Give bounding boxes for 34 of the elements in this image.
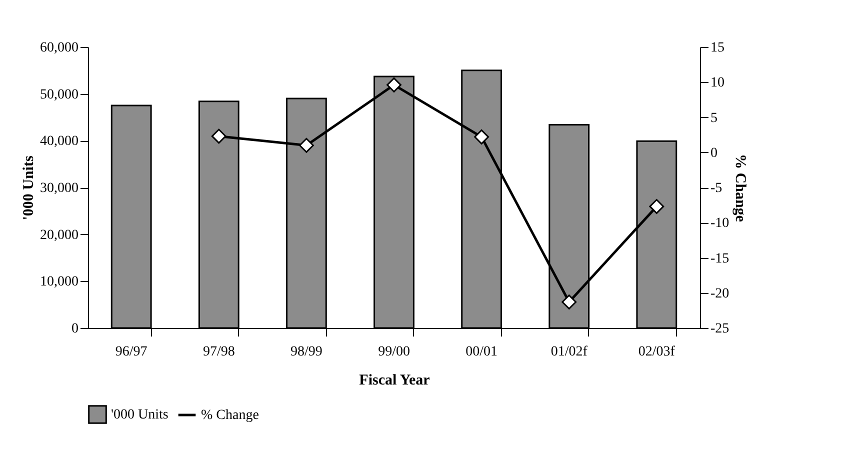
y-axis-title: '000 Units bbox=[21, 156, 37, 220]
legend-label: '000 Units bbox=[111, 408, 168, 422]
y2-tick-label: -20 bbox=[710, 286, 730, 302]
x-tick-label: 98/99 bbox=[290, 344, 322, 360]
x-tick-label: 01/02f bbox=[550, 344, 588, 360]
y2-tick-label: -15 bbox=[710, 251, 730, 266]
y2-tick-label: -25 bbox=[710, 322, 730, 336]
x-tick-label: 00/01 bbox=[466, 344, 498, 360]
y2-tick-label: 5 bbox=[710, 110, 718, 126]
y-tick-label: 20,000 bbox=[40, 228, 78, 243]
point bbox=[474, 129, 490, 144]
y-tick-label: 40,000 bbox=[40, 134, 78, 150]
x-axis-title: Fiscal Year bbox=[359, 372, 430, 388]
x-tick-label: 97/98 bbox=[202, 344, 235, 360]
y-tick-label: 30,000 bbox=[40, 181, 78, 196]
y2-tick-label: -5 bbox=[710, 181, 722, 196]
x-tick-label: 99/00 bbox=[378, 344, 410, 360]
point bbox=[386, 77, 402, 92]
point bbox=[649, 199, 664, 214]
y-tick-label: 50,000 bbox=[40, 87, 78, 102]
y-tick-label: 60,000 bbox=[40, 40, 78, 56]
y2-axis-title: % Change bbox=[732, 154, 748, 222]
y-tick-label: 10,000 bbox=[40, 274, 78, 290]
legend-label: % Change bbox=[201, 408, 259, 423]
point bbox=[298, 138, 314, 153]
point bbox=[562, 294, 577, 310]
y2-tick-label: 15 bbox=[710, 40, 724, 56]
x-tick-label: 02/03f bbox=[638, 344, 676, 360]
y2-tick-label: -10 bbox=[710, 216, 730, 232]
y2-tick-label: 10 bbox=[710, 76, 724, 91]
x-tick-label: 96/97 bbox=[115, 344, 148, 360]
y-tick-label: 0 bbox=[72, 322, 78, 336]
y2-tick-label: 0 bbox=[710, 146, 718, 161]
point bbox=[211, 128, 226, 144]
